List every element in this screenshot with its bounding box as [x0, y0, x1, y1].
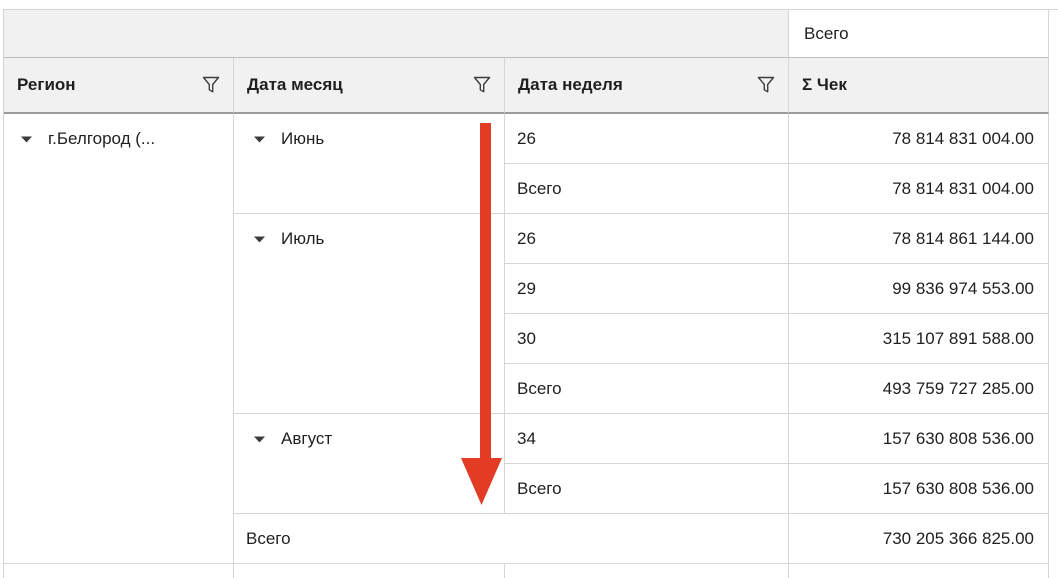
week-label: 29 — [517, 278, 536, 298]
month-cell-july[interactable]: Июль — [234, 214, 505, 414]
month-header-label: Дата месяц — [247, 75, 343, 94]
subtotal-value-cell: 78 814 831 004.00 — [789, 164, 1049, 214]
clipped-row-cell — [234, 564, 505, 578]
table-top-border — [3, 9, 1058, 10]
region-cell-label: г.Белгород (... — [48, 129, 156, 148]
month-subtotal-label-cell: Всего — [505, 464, 789, 514]
value-text: 730 205 366 825.00 — [882, 528, 1034, 548]
value-text: 157 630 808 536.00 — [882, 478, 1034, 498]
value-text: 157 630 808 536.00 — [882, 428, 1034, 448]
collapse-triangle-icon[interactable] — [254, 236, 265, 243]
week-cell: 26 — [505, 114, 789, 164]
month-column-header[interactable]: Дата месяц — [234, 58, 505, 114]
value-column-header[interactable]: Σ Чек — [789, 58, 1049, 114]
month-subtotal-label-cell: Всего — [505, 364, 789, 414]
month-cell-label: Июль — [281, 229, 325, 248]
collapse-triangle-icon[interactable] — [254, 436, 265, 443]
value-text: 315 107 891 588.00 — [882, 328, 1034, 348]
value-text: 78 814 861 144.00 — [892, 228, 1034, 248]
filter-icon[interactable] — [201, 75, 221, 95]
clipped-row-cell — [505, 564, 789, 578]
value-cell: 78 814 831 004.00 — [789, 114, 1049, 164]
subtotal-label: Всего — [517, 478, 562, 498]
value-cell: 315 107 891 588.00 — [789, 314, 1049, 364]
week-cell: 34 — [505, 414, 789, 464]
month-cell-label: Июнь — [281, 129, 325, 148]
subtotal-label: Всего — [517, 378, 562, 398]
value-header-label: Σ Чек — [802, 75, 847, 94]
region-column-header[interactable]: Регион — [4, 58, 234, 114]
month-subtotal-label-cell: Всего — [505, 164, 789, 214]
grand-total-label-cell: Всего — [234, 514, 789, 564]
value-text: 78 814 831 004.00 — [892, 178, 1034, 198]
subtotal-value-cell: 157 630 808 536.00 — [789, 464, 1049, 514]
subtotal-label: Всего — [517, 178, 562, 198]
clipped-row-cell — [789, 564, 1049, 578]
filter-icon[interactable] — [472, 75, 492, 95]
collapse-triangle-icon[interactable] — [254, 136, 265, 143]
region-cell[interactable]: г.Белгород (... — [4, 114, 234, 564]
value-text: 493 759 727 285.00 — [882, 378, 1034, 398]
week-label: 26 — [517, 228, 536, 248]
week-cell: 29 — [505, 264, 789, 314]
grand-total-label: Всего — [246, 528, 291, 548]
column-group-header-label: Всего — [804, 23, 849, 43]
value-cell: 157 630 808 536.00 — [789, 414, 1049, 464]
week-label: 26 — [517, 128, 536, 148]
corner-empty-cell — [4, 10, 789, 58]
month-cell-june[interactable]: Июнь — [234, 114, 505, 214]
value-text: 99 836 974 553.00 — [892, 278, 1034, 298]
week-label: 30 — [517, 328, 536, 348]
grand-total-value-cell: 730 205 366 825.00 — [789, 514, 1049, 564]
pivot-table: Всего Регион Дата месяц Дата неделя Σ Че… — [3, 10, 1049, 578]
clipped-row-cell — [4, 564, 234, 578]
month-cell-label: Август — [281, 429, 333, 448]
week-header-label: Дата неделя — [518, 75, 623, 94]
value-text: 78 814 831 004.00 — [892, 128, 1034, 148]
region-header-label: Регион — [17, 75, 76, 94]
column-group-header-total: Всего — [789, 10, 1049, 58]
week-label: 34 — [517, 428, 536, 448]
week-column-header[interactable]: Дата неделя — [505, 58, 789, 114]
week-cell: 30 — [505, 314, 789, 364]
week-cell: 26 — [505, 214, 789, 264]
value-cell: 99 836 974 553.00 — [789, 264, 1049, 314]
collapse-triangle-icon[interactable] — [21, 136, 32, 143]
month-cell-august[interactable]: Август — [234, 414, 505, 514]
value-cell: 78 814 861 144.00 — [789, 214, 1049, 264]
filter-icon[interactable] — [756, 75, 776, 95]
subtotal-value-cell: 493 759 727 285.00 — [789, 364, 1049, 414]
